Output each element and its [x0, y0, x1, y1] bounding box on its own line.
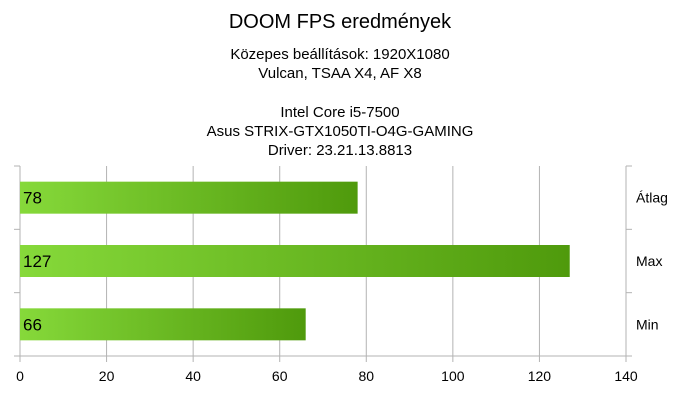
chart-subtitle-line: Asus STRIX-GTX1050TI-O4G-GAMING: [206, 123, 474, 140]
x-tick-label: 80: [358, 368, 374, 384]
category-label: Min: [636, 316, 659, 332]
chart-subtitle-line: Driver: 23.21.13.8813: [267, 142, 413, 159]
data-label: 66: [23, 315, 42, 334]
category-label: Max: [636, 253, 662, 269]
data-label: 78: [23, 189, 42, 208]
x-tick-label: 120: [528, 368, 552, 384]
bar: [20, 308, 306, 341]
category-label: Átlag: [636, 190, 668, 206]
x-tick-label: 140: [614, 368, 638, 384]
chart-subtitle-line: Vulcan, TSAA X4, AF X8: [258, 65, 422, 82]
chart-subtitle-line: Intel Core i5-7500: [280, 104, 400, 121]
bar: [20, 245, 570, 277]
x-tick-label: 100: [441, 368, 465, 384]
chart-title: DOOM FPS eredmények: [228, 11, 452, 33]
x-tick-label: 0: [16, 368, 24, 384]
x-tick-label: 60: [272, 368, 288, 384]
chart-subtitle-line: Közepes beállítások: 1920X1080: [230, 46, 450, 63]
x-tick-label: 40: [185, 368, 201, 384]
data-label: 127: [23, 252, 51, 271]
x-tick-label: 20: [99, 368, 115, 384]
bar: [20, 181, 358, 214]
